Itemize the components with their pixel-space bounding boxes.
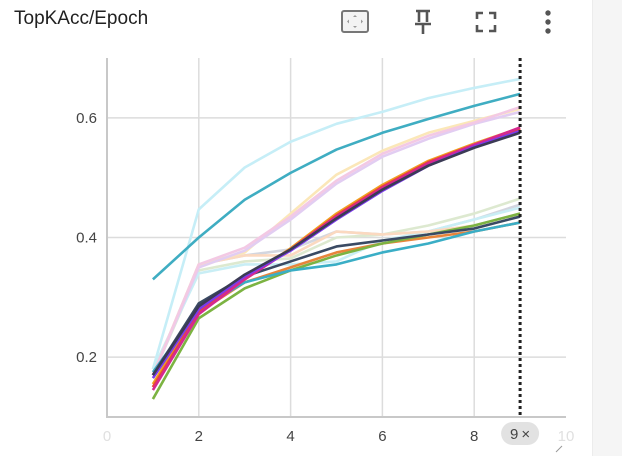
series-line-run-magenta[interactable] [151,126,521,391]
card-title: TopKAcc/Epoch [14,8,149,29]
series-line-run-dark[interactable] [151,131,521,376]
more-vert-icon[interactable] [530,4,566,40]
x-tick-label: 0 [103,428,111,445]
series-line-run-light-cyan-low[interactable] [151,206,521,370]
x-tick-label: 6 [378,428,386,445]
close-icon[interactable]: × [521,426,530,443]
x-tick-label: 10 [558,428,575,445]
y-tick-label: 0.4 [76,230,97,247]
x-tick-label: 2 [195,428,203,445]
series-line-run-lavender[interactable] [151,110,521,376]
y-tick-label: 0.2 [76,349,97,366]
series-line-run-red[interactable] [151,127,521,388]
y-tick-label: 0.6 [76,110,97,127]
series-line-run-navy[interactable] [151,215,521,376]
hover-step-label: 9 [510,426,518,443]
resize-handle-icon[interactable] [555,445,563,453]
side-panel-strip [592,0,622,456]
pin-icon[interactable] [405,4,441,40]
axes: 0 2 4 6 8 10 0.2 0.4 0.6 [76,58,574,445]
series-line-run-teal-top[interactable] [152,92,521,281]
hover-step-badge[interactable]: 9 × [501,422,540,445]
svg-text:9×: 9 × [510,426,530,443]
series-line-run-light-yellow[interactable] [151,107,521,376]
x-tick-label: 8 [470,428,478,445]
series-line-run-light-pink[interactable] [151,105,521,376]
series-lines [151,77,521,400]
series-line-run-light-cyan-top[interactable] [151,77,521,370]
x-tick-label: 4 [286,428,294,445]
fullscreen-icon[interactable] [468,4,504,40]
series-line-run-green[interactable] [151,212,521,400]
series-line-run-light-green[interactable] [151,197,521,376]
fit-domain-icon[interactable] [337,4,373,40]
